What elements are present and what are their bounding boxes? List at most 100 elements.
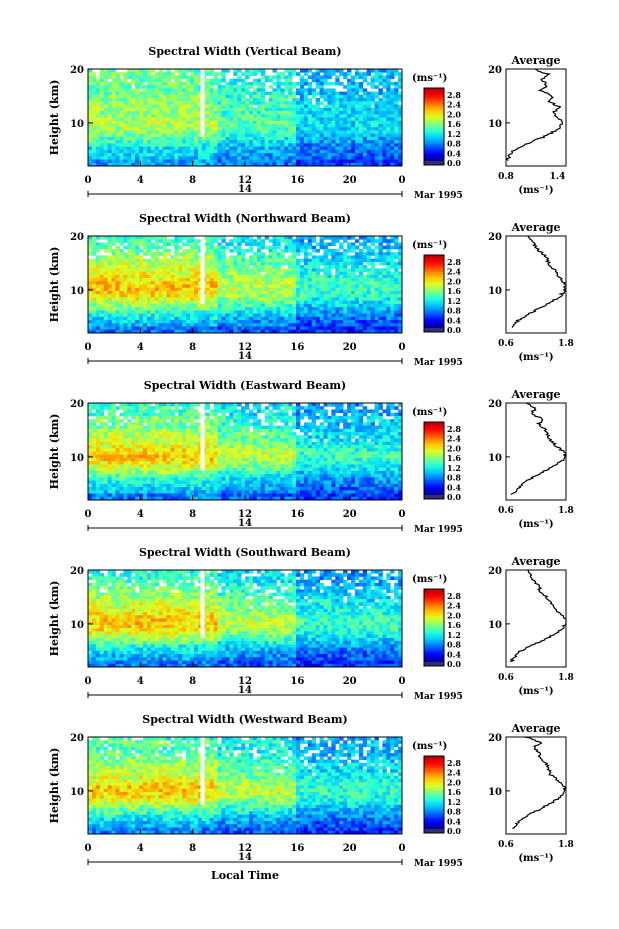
heatmap-cell — [115, 313, 120, 318]
heatmap-cell — [378, 258, 383, 263]
heatmap-cell — [229, 146, 234, 151]
heatmap-cell — [398, 81, 403, 86]
heatmap-cell — [398, 75, 403, 80]
heatmap-cell — [354, 307, 360, 311]
heatmap-cell — [394, 297, 399, 302]
heatmap-cell — [268, 326, 273, 331]
heatmap-cell — [272, 239, 277, 243]
heatmap-cell — [170, 290, 175, 295]
heatmap-cell — [209, 69, 215, 73]
heatmap-cell — [374, 258, 379, 263]
heatmap-cell — [193, 104, 199, 109]
date-day-label: 14 — [238, 351, 252, 362]
heatmap-cell — [335, 136, 340, 141]
heatmap-cell — [374, 162, 379, 167]
heatmap-cell — [268, 114, 273, 118]
heatmap-cell — [248, 258, 254, 263]
heatmap-cell — [323, 284, 328, 289]
heatmap-cell — [327, 320, 332, 324]
heatmap-cell — [209, 300, 215, 305]
heatmap-cell — [264, 303, 269, 308]
heatmap-cell — [142, 111, 148, 115]
heatmap-cell — [95, 149, 101, 154]
heatmap-cell — [162, 85, 167, 89]
colorbar-swatch — [424, 88, 444, 91]
heatmap-cell — [123, 303, 128, 308]
heatmap-cell — [139, 307, 144, 311]
heatmap-cell — [311, 248, 317, 253]
heatmap-cell — [197, 239, 203, 243]
heatmap-cell — [186, 130, 191, 135]
heatmap-cell — [150, 261, 156, 266]
heatmap-cell — [350, 104, 356, 109]
heatmap-cell — [245, 412, 250, 417]
heatmap-cell — [319, 316, 324, 321]
heatmap-cell — [131, 162, 136, 167]
heatmap-cell — [307, 287, 313, 292]
heatmap-cell — [91, 111, 97, 115]
heatmap-cell — [354, 159, 360, 164]
heatmap-cell — [123, 133, 128, 138]
colorbar-swatch — [424, 95, 444, 99]
heatmap-cell — [307, 281, 313, 285]
heatmap-cell — [95, 78, 101, 83]
heatmap-cell — [299, 278, 305, 282]
heatmap-cell — [178, 153, 183, 157]
heatmap-cell — [390, 313, 395, 318]
heatmap-cell — [107, 406, 112, 410]
heatmap-cell — [127, 323, 132, 327]
colorbar-swatch — [424, 141, 444, 145]
heatmap-cell — [142, 146, 148, 151]
heatmap-cell — [339, 245, 344, 250]
heatmap-cell — [142, 329, 148, 334]
heatmap-cell — [197, 143, 203, 147]
heatmap-cell — [366, 284, 372, 289]
heatmap-cell — [276, 274, 281, 279]
heatmap-cell — [307, 85, 313, 89]
heatmap-cell — [390, 69, 395, 73]
heatmap-cell — [303, 98, 309, 102]
heatmap-cell — [331, 323, 336, 327]
heatmap-cell — [190, 127, 195, 131]
heatmap-cell — [398, 156, 403, 160]
heatmap-cell — [142, 265, 148, 269]
heatmap-cell — [260, 101, 266, 105]
heatmap-cell — [276, 329, 281, 334]
heatmap-cell — [343, 409, 348, 414]
heatmap-cell — [358, 236, 364, 240]
heatmap-cell — [193, 323, 199, 327]
heatmap-cell — [158, 245, 163, 250]
heatmap-cell — [339, 159, 344, 164]
heatmap-cell — [315, 136, 320, 141]
heatmap-cell — [217, 72, 222, 76]
heatmap-cell — [225, 313, 230, 318]
heatmap-cell — [119, 313, 124, 318]
heatmap-cell — [217, 146, 222, 151]
heatmap-cell — [88, 320, 93, 324]
heatmap-cell — [127, 245, 132, 250]
heatmap-cell — [288, 72, 293, 76]
heatmap-cell — [292, 104, 297, 109]
heatmap-cell — [354, 310, 360, 314]
heatmap-cell — [260, 104, 266, 109]
heatmap-cell — [319, 133, 324, 138]
heatmap-cell — [190, 290, 195, 295]
heatmap-cell — [119, 91, 124, 96]
heatmap-cell — [213, 329, 218, 334]
heatmap-cell — [299, 329, 305, 334]
heatmap-cell — [193, 415, 199, 420]
heatmap-cell — [213, 72, 218, 76]
heatmap-cell — [390, 91, 395, 96]
heatmap-cell — [119, 123, 124, 128]
heatmap-cell — [186, 127, 191, 131]
heatmap-cell — [95, 245, 101, 250]
heatmap-cell — [146, 258, 152, 263]
heatmap-cell — [327, 307, 332, 311]
heatmap-cell — [127, 72, 132, 76]
heatmap-cell — [142, 156, 148, 160]
heatmap-cell — [142, 268, 148, 272]
heatmap-cell — [319, 162, 324, 167]
heatmap-cell — [91, 159, 97, 164]
heatmap-cell — [276, 245, 281, 250]
heatmap-cell — [319, 290, 324, 295]
